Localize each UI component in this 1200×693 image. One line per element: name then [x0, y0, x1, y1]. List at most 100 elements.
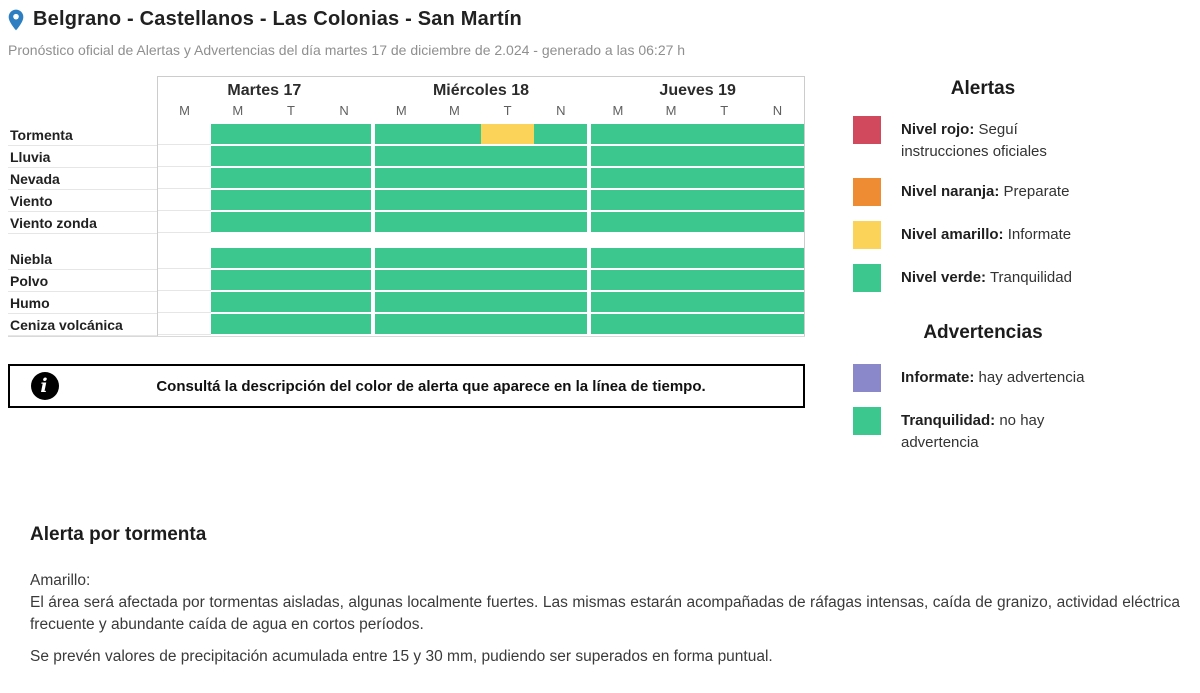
- timeline-cell[interactable]: [697, 292, 751, 312]
- timeline-cell[interactable]: [317, 314, 371, 334]
- timeline-cell[interactable]: [374, 314, 428, 334]
- timeline-cell[interactable]: [591, 190, 645, 210]
- timeline-cell[interactable]: [211, 270, 265, 290]
- timeline-cell[interactable]: [750, 190, 805, 210]
- timeline-cell[interactable]: [211, 190, 265, 210]
- timeline-cell[interactable]: [317, 292, 371, 312]
- timeline-cell[interactable]: [534, 314, 588, 334]
- timeline-cell[interactable]: [211, 248, 265, 268]
- timeline-cell[interactable]: [644, 124, 698, 144]
- timeline-cell[interactable]: [264, 190, 318, 210]
- timeline-cell[interactable]: [750, 292, 805, 312]
- timeline-cell[interactable]: [211, 124, 265, 144]
- timeline-cell[interactable]: [644, 248, 698, 268]
- timeline-cell[interactable]: [591, 146, 645, 166]
- timeline-cell[interactable]: [427, 248, 482, 268]
- timeline-cell[interactable]: [317, 212, 371, 232]
- timeline-cell[interactable]: [697, 270, 751, 290]
- timeline-cell[interactable]: [591, 248, 645, 268]
- timeline-cell[interactable]: [317, 190, 371, 210]
- timeline-cell[interactable]: [697, 168, 751, 188]
- timeline-cell[interactable]: [317, 168, 371, 188]
- timeline-cell[interactable]: [427, 124, 482, 144]
- timeline-cell[interactable]: [697, 146, 751, 166]
- timeline-cell[interactable]: [750, 168, 805, 188]
- timeline-cell[interactable]: [750, 146, 805, 166]
- timeline-cell[interactable]: [534, 212, 588, 232]
- timeline-cell[interactable]: [697, 248, 751, 268]
- timeline-cell[interactable]: [534, 248, 588, 268]
- timeline-cell[interactable]: [317, 124, 371, 144]
- timeline-cell[interactable]: [317, 270, 371, 290]
- timeline-cell[interactable]: [264, 124, 318, 144]
- timeline-cell[interactable]: [481, 212, 535, 232]
- timeline-cell[interactable]: [591, 270, 645, 290]
- timeline-cell[interactable]: [697, 212, 751, 232]
- timeline-cell[interactable]: [264, 168, 318, 188]
- timeline-cell[interactable]: [427, 212, 482, 232]
- timeline-cell[interactable]: [481, 270, 535, 290]
- timeline-cell[interactable]: [374, 270, 428, 290]
- timeline-cell[interactable]: [264, 270, 318, 290]
- timeline-cell[interactable]: [264, 212, 318, 232]
- timeline-cell[interactable]: [644, 270, 698, 290]
- timeline-cell[interactable]: [534, 124, 588, 144]
- timeline-cell[interactable]: [427, 168, 482, 188]
- timeline-cell[interactable]: [427, 190, 482, 210]
- timeline-cell[interactable]: [211, 168, 265, 188]
- timeline-cell[interactable]: [697, 124, 751, 144]
- timeline-cell[interactable]: [427, 270, 482, 290]
- timeline-cell[interactable]: [644, 168, 698, 188]
- timeline-cell[interactable]: [750, 314, 805, 334]
- timeline-cell[interactable]: [374, 212, 428, 232]
- timeline-cell[interactable]: [264, 314, 318, 334]
- timeline-cell[interactable]: [481, 146, 535, 166]
- timeline-cell[interactable]: [317, 146, 371, 166]
- timeline-cell[interactable]: [374, 292, 428, 312]
- timeline-cell[interactable]: [591, 212, 645, 232]
- timeline-cell[interactable]: [534, 292, 588, 312]
- timeline-cell[interactable]: [317, 248, 371, 268]
- timeline-cell[interactable]: [750, 248, 805, 268]
- timeline-cell[interactable]: [481, 190, 535, 210]
- timeline-cell[interactable]: [591, 292, 645, 312]
- timeline-cell[interactable]: [591, 124, 645, 144]
- timeline-cell[interactable]: [534, 190, 588, 210]
- timeline-cell[interactable]: [534, 168, 588, 188]
- timeline-cell[interactable]: [264, 292, 318, 312]
- timeline-cell[interactable]: [697, 314, 751, 334]
- timeline-cell[interactable]: [644, 314, 698, 334]
- timeline-cell[interactable]: [481, 292, 535, 312]
- timeline-cell[interactable]: [644, 146, 698, 166]
- timeline-cell[interactable]: [427, 146, 482, 166]
- timeline-cell[interactable]: [534, 270, 588, 290]
- timeline-cell[interactable]: [374, 146, 428, 166]
- day-cells: [374, 292, 588, 314]
- timeline-cell[interactable]: [374, 168, 428, 188]
- timeline-cell[interactable]: [750, 212, 805, 232]
- timeline-cell[interactable]: [591, 314, 645, 334]
- timeline-cell[interactable]: [591, 168, 645, 188]
- timeline-cell[interactable]: [644, 190, 698, 210]
- timeline-cell[interactable]: [374, 190, 428, 210]
- timeline-cell[interactable]: [211, 212, 265, 232]
- timeline-cell[interactable]: [697, 190, 751, 210]
- timeline-cell[interactable]: [211, 314, 265, 334]
- timeline-cell[interactable]: [481, 168, 535, 188]
- timeline-cell[interactable]: [481, 314, 535, 334]
- timeline-cell[interactable]: [374, 248, 428, 268]
- timeline-cell[interactable]: [427, 292, 482, 312]
- timeline-cell[interactable]: [264, 248, 318, 268]
- timeline-cell[interactable]: [644, 292, 698, 312]
- timeline-cell[interactable]: [481, 248, 535, 268]
- timeline-cell[interactable]: [427, 314, 482, 334]
- timeline-cell[interactable]: [750, 270, 805, 290]
- timeline-cell[interactable]: [644, 212, 698, 232]
- timeline-cell[interactable]: [534, 146, 588, 166]
- timeline-cell[interactable]: [211, 292, 265, 312]
- timeline-cell[interactable]: [264, 146, 318, 166]
- timeline-cell[interactable]: [374, 124, 428, 144]
- timeline-cell[interactable]: [211, 146, 265, 166]
- timeline-cell[interactable]: [750, 124, 805, 144]
- timeline-cell[interactable]: [481, 124, 535, 144]
